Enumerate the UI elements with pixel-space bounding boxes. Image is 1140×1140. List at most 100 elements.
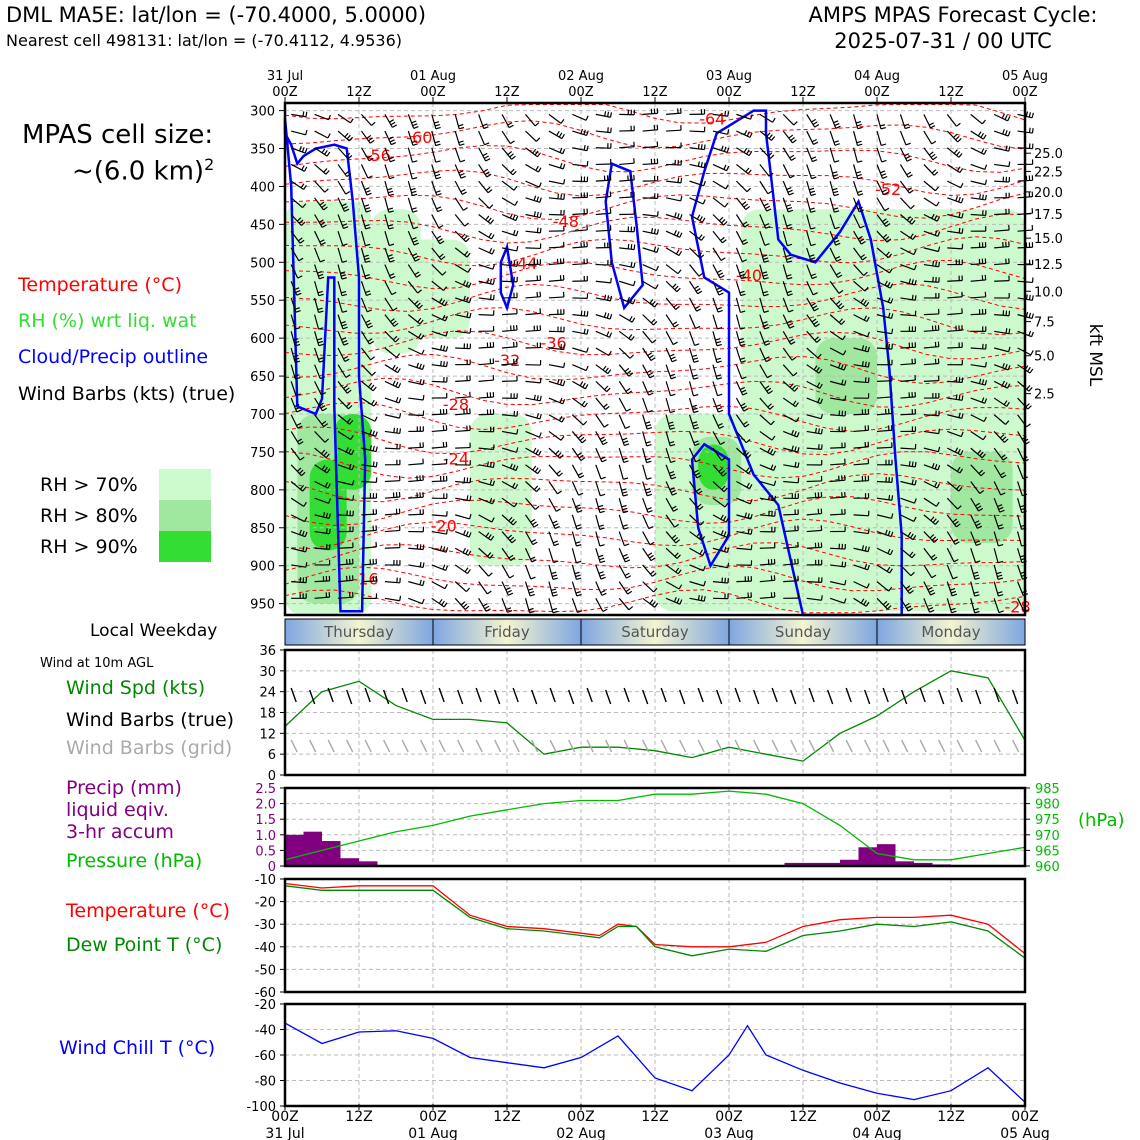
- wind-barb: [384, 595, 402, 602]
- wind-barb: [994, 145, 1011, 152]
- wind-barb: [431, 264, 447, 276]
- wind-barb: [900, 444, 917, 450]
- wind-barb: [712, 447, 726, 461]
- wind-barb: [501, 229, 519, 237]
- wind-barb: [548, 397, 566, 405]
- wind-speed-line: [284, 670, 1026, 762]
- bottom-day-label-0: 31 Jul: [265, 1126, 304, 1140]
- wind-barb: [665, 447, 676, 464]
- wind-barb: [290, 146, 308, 154]
- wind-barb: [923, 547, 938, 561]
- cs-ytick-label-1: 350: [250, 143, 275, 158]
- wind10m-barb-grid: [512, 739, 520, 753]
- wind-barb: [478, 147, 491, 162]
- wind10m-barb-grid: [845, 739, 853, 753]
- wind-barb: [525, 259, 542, 266]
- wind-barb: [314, 480, 331, 489]
- wind10m-barb-true: [290, 687, 297, 703]
- wind-barb: [666, 159, 682, 166]
- wind-barb: [290, 529, 308, 538]
- wind-barb: [876, 564, 893, 574]
- wind10m-barb-grid: [864, 739, 872, 753]
- wind-barb: [384, 130, 397, 146]
- wind-barb: [688, 381, 699, 397]
- bottom-hour-label-2: 00Z: [419, 1109, 446, 1125]
- wind-barb: [830, 526, 846, 533]
- wind-barb: [759, 113, 776, 123]
- wind-barb: [642, 497, 653, 513]
- wind-barb: [947, 180, 964, 189]
- wind-barb: [291, 562, 308, 568]
- wind-barb: [993, 464, 1007, 479]
- wind-barb: [666, 142, 682, 149]
- wind-barb: [853, 425, 870, 433]
- precip-bar-4: [359, 861, 378, 866]
- wind-barb: [501, 197, 519, 206]
- wind-barb: [689, 464, 702, 479]
- wind-barb: [946, 163, 964, 174]
- wind-barb: [712, 364, 723, 380]
- wind-barb: [783, 429, 800, 438]
- wind10m-barb-grid: [660, 739, 668, 753]
- wind-barb: [619, 209, 635, 216]
- wind-barb: [360, 297, 373, 313]
- top-hour-label-5: 12Z: [642, 85, 668, 100]
- wind-barb: [290, 314, 301, 330]
- wind-barb: [782, 247, 793, 263]
- wind-barb: [946, 130, 962, 143]
- wind-barb: [454, 180, 467, 195]
- wind-barb: [478, 326, 495, 332]
- wind-barb: [548, 179, 566, 185]
- cs-ytick-label-11: 850: [250, 522, 275, 537]
- wind10m-barb-true: [771, 687, 778, 703]
- precip-bar-7: [784, 862, 803, 866]
- wind-barb: [947, 275, 963, 282]
- wind-barb: [314, 464, 331, 474]
- wind-barb: [853, 280, 869, 292]
- wind-barb: [665, 431, 676, 447]
- wind-barb: [431, 529, 448, 535]
- wind-barb: [689, 514, 705, 526]
- wind-barb: [595, 464, 606, 480]
- cloud-outline-4: [690, 442, 731, 569]
- wind-barb: [314, 163, 330, 175]
- wind-barb: [431, 280, 448, 292]
- wind-barb: [876, 442, 893, 449]
- wind-barb: [384, 508, 401, 516]
- wind-barb: [923, 446, 941, 453]
- wind-barb: [384, 164, 395, 180]
- cloud-outline-2: [604, 161, 644, 311]
- wind10m-barb-true: [512, 687, 519, 703]
- wind-barb: [384, 347, 401, 358]
- wind-barb: [993, 481, 1006, 496]
- wind-ytick-label-6: 36: [259, 644, 276, 659]
- legend-swatch-rh70: [159, 469, 211, 500]
- wind-barb: [314, 543, 331, 550]
- wind-barb: [337, 331, 349, 346]
- wind-barb: [759, 558, 776, 566]
- top-hour-label-10: 00Z: [1012, 85, 1038, 100]
- wind-barb: [665, 564, 682, 575]
- wind-barb: [829, 114, 841, 129]
- top-hour-label-4: 00Z: [568, 85, 594, 100]
- wind-barb: [431, 314, 449, 322]
- wind-barb: [876, 513, 894, 519]
- pressure-tick-label-0: 960: [1035, 860, 1060, 875]
- wind-barb: [830, 509, 846, 516]
- wind10m-barb-true: [346, 689, 353, 705]
- wind-barb: [618, 514, 629, 530]
- wind-barb: [923, 341, 940, 349]
- wind-barb: [337, 130, 354, 142]
- wind-barb: [993, 514, 1004, 530]
- wind-barb: [501, 447, 519, 453]
- wind-barb: [384, 397, 402, 404]
- wind-barb: [525, 291, 542, 299]
- wind-barb: [876, 197, 890, 212]
- wind-barb: [946, 114, 961, 127]
- barbs-true-label: Wind Barbs (true): [66, 709, 235, 731]
- wind-barb: [314, 497, 331, 504]
- weekday-sunday: Sunday: [775, 623, 831, 641]
- wind-barb: [478, 391, 495, 399]
- wind-barb: [806, 330, 821, 343]
- wind-barb: [993, 380, 1011, 389]
